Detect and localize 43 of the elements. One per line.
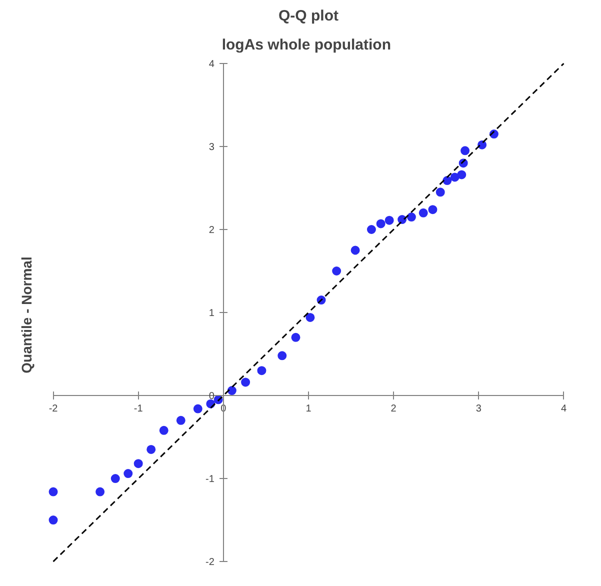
point	[48, 487, 58, 496]
x-tick-label: 2	[390, 404, 397, 415]
point	[278, 351, 287, 360]
chart-title: Q-Q plot	[278, 8, 339, 24]
x-tick-label: 3	[476, 404, 482, 415]
y-tick-label: 1	[208, 308, 215, 320]
y-axis-title: Quantile - Normal	[18, 256, 34, 374]
point	[159, 426, 168, 435]
x-tick-label: 4	[560, 404, 567, 415]
y-tick-label: 2	[208, 225, 215, 236]
point	[193, 404, 202, 414]
point	[227, 386, 236, 396]
y-tick-label: 4	[208, 58, 215, 70]
point	[176, 416, 186, 425]
point	[436, 188, 445, 197]
x-tick-label: 1	[306, 404, 312, 415]
point	[384, 216, 394, 225]
y-tick-label: -2	[206, 557, 215, 568]
point	[96, 487, 105, 496]
point	[418, 208, 428, 218]
point	[134, 459, 143, 468]
point	[306, 313, 315, 322]
point	[241, 378, 250, 387]
x-tick-label: -1	[134, 404, 144, 415]
y-tick-label: -1	[206, 474, 215, 486]
point	[257, 366, 266, 376]
chart-subtitle: logAs whole population	[222, 36, 391, 54]
x-tick-label: -2	[48, 404, 58, 415]
point	[332, 266, 342, 276]
y-tick-label: 3	[208, 142, 215, 153]
point	[110, 474, 120, 484]
point	[398, 215, 407, 224]
point	[457, 170, 466, 180]
point	[428, 205, 438, 214]
point	[124, 469, 133, 478]
point	[406, 212, 416, 222]
point	[366, 225, 376, 234]
point	[146, 444, 156, 454]
point	[350, 246, 360, 255]
point	[376, 219, 386, 228]
point	[460, 146, 470, 156]
point	[291, 332, 300, 342]
point	[48, 516, 58, 525]
